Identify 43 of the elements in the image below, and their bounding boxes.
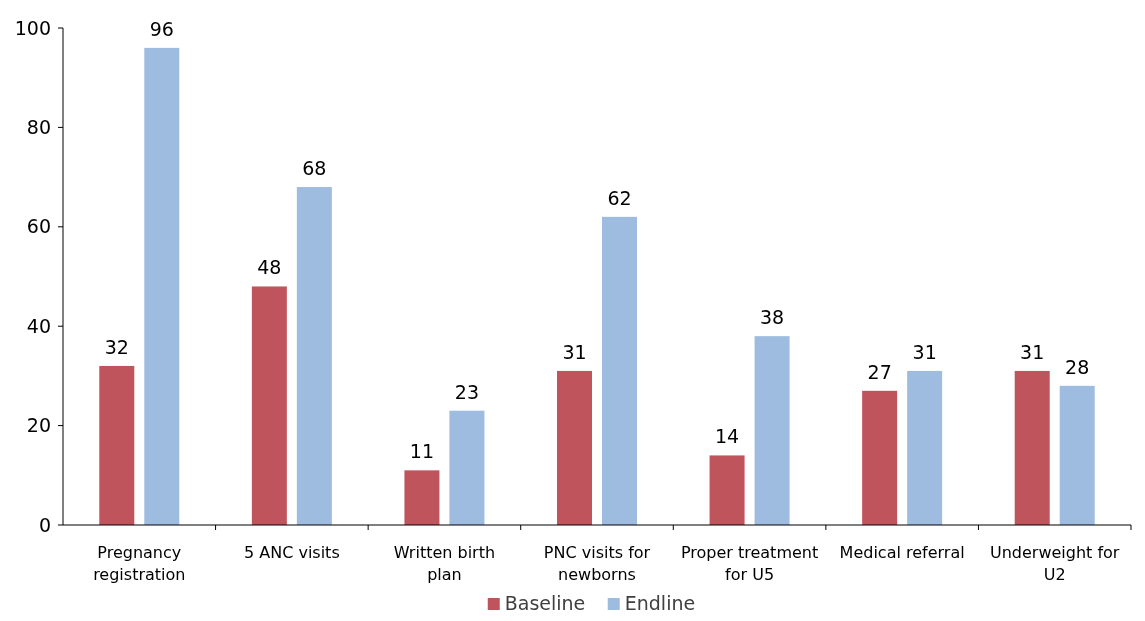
bar xyxy=(862,390,898,525)
bar xyxy=(144,47,180,525)
data-label: 31 xyxy=(912,340,937,363)
data-label: 62 xyxy=(607,186,632,209)
x-tick-label: Medical referral xyxy=(839,543,965,562)
bar xyxy=(251,286,287,525)
y-tick-label: 100 xyxy=(14,16,51,39)
bar xyxy=(1059,385,1095,525)
data-label: 11 xyxy=(409,440,435,463)
bar xyxy=(754,336,790,525)
x-tick-label: 5 ANC visits xyxy=(243,543,340,562)
data-label: 31 xyxy=(562,340,587,363)
data-label: 14 xyxy=(714,425,740,448)
x-tick-label: PNC visits for newborns xyxy=(543,543,651,584)
bar xyxy=(99,365,135,525)
bar xyxy=(602,216,637,525)
data-label: 28 xyxy=(1065,355,1090,378)
x-tick-label: Written birth plan xyxy=(393,543,496,584)
bar xyxy=(296,187,332,525)
bar xyxy=(709,455,745,525)
data-label: 96 xyxy=(149,17,174,40)
bar xyxy=(907,370,943,525)
data-label: 48 xyxy=(257,256,282,279)
bar xyxy=(1014,370,1050,525)
y-tick-label: 80 xyxy=(26,116,51,139)
bar xyxy=(557,370,592,525)
y-tick-label: 20 xyxy=(26,414,51,437)
x-tick-label: Pregnancy registration xyxy=(93,543,186,584)
data-label: 38 xyxy=(759,306,785,329)
legend-label: Baseline xyxy=(504,592,586,614)
bar xyxy=(404,470,440,525)
x-tick-label: Underweight for U2 xyxy=(989,543,1120,584)
legend-label: Endline xyxy=(624,592,696,614)
data-label: 32 xyxy=(104,335,129,358)
data-label: 68 xyxy=(302,157,327,180)
x-tick-label: Proper treatment for U5 xyxy=(680,543,819,584)
y-tick-label: 40 xyxy=(26,314,51,337)
data-label: 31 xyxy=(1020,340,1045,363)
y-tick-label: 60 xyxy=(26,215,51,238)
data-label: 27 xyxy=(867,360,892,383)
bar xyxy=(449,410,485,525)
y-tick-label: 0 xyxy=(38,513,51,536)
data-label: 23 xyxy=(454,380,480,403)
